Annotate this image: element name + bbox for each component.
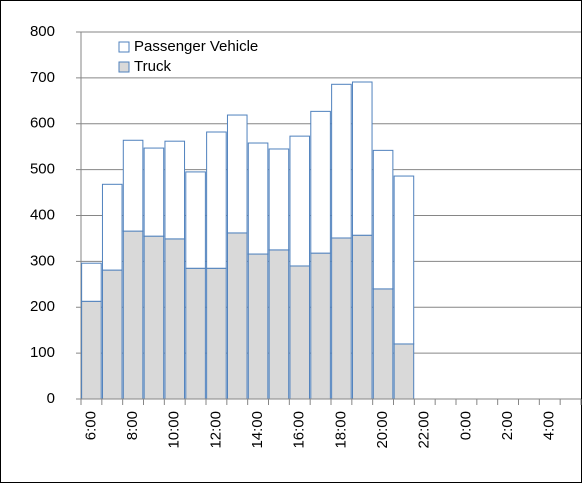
bar-segment xyxy=(122,139,144,232)
x-tick-group: 2:00 xyxy=(499,411,516,440)
x-tick-label: 2:00 xyxy=(499,411,516,440)
bar-segment xyxy=(122,230,144,400)
bar-segment xyxy=(247,142,269,255)
x-tick-group: 10:00 xyxy=(166,411,183,449)
x-tick-group: 16:00 xyxy=(291,411,308,449)
x-tick-label: 22:00 xyxy=(416,411,433,449)
x-tick-label: 8:00 xyxy=(124,411,141,440)
y-tick-label: 400 xyxy=(30,206,55,223)
x-tick-label: 4:00 xyxy=(541,411,558,440)
bar-segment xyxy=(372,288,394,400)
bar-segment xyxy=(351,81,373,236)
bar-segment xyxy=(101,183,123,271)
x-tick-label: 16:00 xyxy=(291,411,308,449)
y-tick-label: 0 xyxy=(47,390,55,407)
x-tick-group: 12:00 xyxy=(207,411,224,449)
y-tick-label: 500 xyxy=(30,161,55,178)
bar-segment xyxy=(206,131,227,269)
bar-segment xyxy=(226,114,248,234)
bar-segment xyxy=(331,83,352,239)
x-tick-group: 18:00 xyxy=(332,411,349,449)
x-tick-label: 10:00 xyxy=(166,411,183,449)
x-tick-label: 18:00 xyxy=(332,411,349,449)
bar-segment xyxy=(185,267,206,400)
bar-segment xyxy=(164,140,186,240)
x-tick-group: 22:00 xyxy=(416,411,433,449)
y-tick-label: 300 xyxy=(30,252,55,269)
bar-segment xyxy=(393,175,415,345)
bar-segment xyxy=(101,269,123,400)
legend-label: Passenger Vehicle xyxy=(134,38,258,55)
y-tick-label: 200 xyxy=(30,298,55,315)
legend-swatch xyxy=(118,41,130,53)
x-tick-group: 0:00 xyxy=(457,411,474,440)
x-tick-group: 8:00 xyxy=(124,411,141,440)
x-tick-group: 14:00 xyxy=(249,411,266,449)
bar-segment xyxy=(351,234,373,400)
bar-segment xyxy=(81,262,102,302)
bar-segment xyxy=(331,237,352,400)
bar-segment xyxy=(372,149,394,290)
x-tick-label: 6:00 xyxy=(82,411,99,440)
x-tick-label: 14:00 xyxy=(249,411,266,449)
x-tick-group: 20:00 xyxy=(374,411,391,449)
bar-segment xyxy=(289,135,311,267)
y-tick-label: 100 xyxy=(30,344,55,361)
bar-segment xyxy=(310,252,331,400)
legend-swatch xyxy=(118,61,130,73)
bar-segment xyxy=(185,171,206,269)
x-tick-group: 4:00 xyxy=(541,411,558,440)
bar-segment xyxy=(226,232,248,400)
x-tick-label: 20:00 xyxy=(374,411,391,449)
bar-segment xyxy=(81,300,102,400)
y-tick-label: 800 xyxy=(30,23,55,40)
bar-segment xyxy=(143,235,165,400)
bar-segment xyxy=(206,267,227,400)
x-tick-label: 0:00 xyxy=(457,411,474,440)
bar-segment xyxy=(268,148,290,251)
bar-segment xyxy=(289,265,311,400)
bar-segment xyxy=(143,147,165,237)
x-tick-label: 12:00 xyxy=(207,411,224,449)
bar-segment xyxy=(393,343,415,400)
bar-segment xyxy=(164,238,186,400)
bar-segment xyxy=(247,253,269,400)
y-tick-label: 700 xyxy=(30,69,55,86)
bar-segment xyxy=(268,249,290,400)
x-tick-group: 6:00 xyxy=(82,411,99,440)
bar-segment xyxy=(310,110,331,254)
y-tick-label: 600 xyxy=(30,115,55,132)
legend-label: Truck xyxy=(134,58,171,75)
